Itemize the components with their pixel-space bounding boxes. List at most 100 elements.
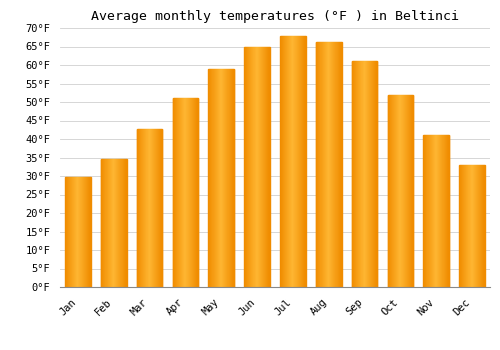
Bar [124,159,125,287]
Bar [106,159,107,287]
Bar [222,69,223,287]
Bar [389,95,390,287]
Bar [159,129,160,287]
Bar [86,177,87,287]
Bar [108,159,109,287]
Bar [246,47,247,287]
Bar [321,42,322,287]
Bar [89,177,90,287]
Bar [82,177,83,287]
Bar [370,61,371,287]
Bar [359,61,360,287]
Bar [284,36,285,287]
Bar [340,42,341,287]
Bar [217,69,218,287]
Bar [122,159,123,287]
Bar [268,47,269,287]
Bar [323,42,324,287]
Bar [123,159,124,287]
Bar [298,36,299,287]
Bar [439,134,440,287]
Bar [427,134,428,287]
Bar [173,98,174,287]
Bar [137,129,138,287]
Bar [424,134,425,287]
Bar [261,47,262,287]
Bar [366,61,367,287]
Bar [185,98,186,287]
Bar [471,164,472,287]
Bar [398,95,399,287]
Bar [113,159,114,287]
Bar [288,36,289,287]
Bar [251,47,252,287]
Bar [320,42,321,287]
Bar [412,95,413,287]
Bar [194,98,195,287]
Bar [116,159,117,287]
Bar [406,95,407,287]
Bar [390,95,391,287]
Bar [478,164,479,287]
Bar [285,36,286,287]
Bar [107,159,108,287]
Bar [144,129,145,287]
Bar [445,134,446,287]
Bar [70,177,71,287]
Bar [172,98,173,287]
Bar [481,164,482,287]
Bar [325,42,326,287]
Bar [472,164,473,287]
Bar [216,69,217,287]
Bar [121,159,122,287]
Bar [66,177,67,287]
Bar [405,95,406,287]
Bar [232,69,233,287]
Bar [146,129,147,287]
Bar [438,134,439,287]
Bar [426,134,427,287]
Bar [364,61,365,287]
Bar [374,61,375,287]
Bar [393,95,394,287]
Bar [435,134,436,287]
Bar [184,98,185,287]
Bar [221,69,222,287]
Bar [388,95,389,287]
Bar [104,159,105,287]
Bar [233,69,234,287]
Bar [292,36,293,287]
Bar [299,36,300,287]
Bar [297,36,298,287]
Bar [230,69,231,287]
Bar [430,134,431,287]
Bar [125,159,126,287]
Bar [112,159,113,287]
Bar [280,36,281,287]
Bar [476,164,477,287]
Bar [114,159,115,287]
Bar [68,177,69,287]
Bar [437,134,438,287]
Bar [352,61,353,287]
Bar [180,98,181,287]
Bar [229,69,230,287]
Bar [213,69,214,287]
Bar [226,69,227,287]
Bar [295,36,296,287]
Bar [197,98,198,287]
Bar [247,47,248,287]
Bar [219,69,220,287]
Bar [160,129,161,287]
Bar [464,164,465,287]
Bar [483,164,484,287]
Bar [402,95,403,287]
Bar [223,69,224,287]
Bar [425,134,426,287]
Bar [304,36,305,287]
Bar [409,95,410,287]
Bar [75,177,76,287]
Bar [322,42,323,287]
Bar [161,129,162,287]
Bar [356,61,357,287]
